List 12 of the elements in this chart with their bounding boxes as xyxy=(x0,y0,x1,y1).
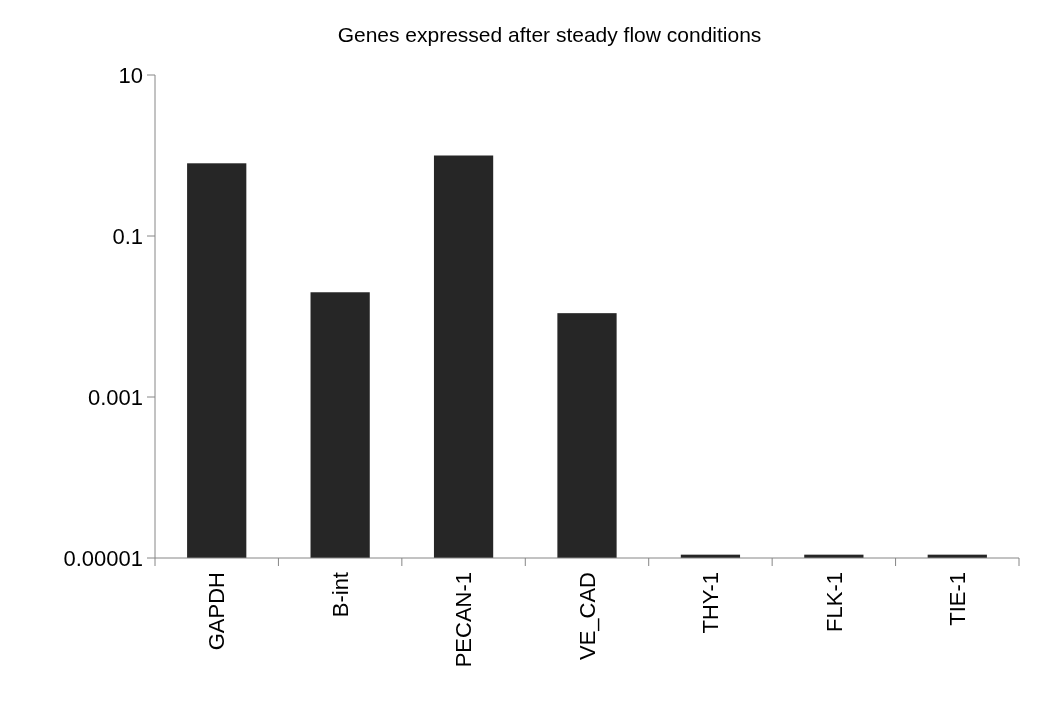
x-tick-label: B-int xyxy=(327,572,353,618)
x-tick-label: VE_CAD xyxy=(574,572,600,661)
x-tick-label: TIE-1 xyxy=(944,572,970,626)
x-tick-label: THY-1 xyxy=(698,572,724,634)
x-tick-label: FLK-1 xyxy=(821,572,847,632)
x-tick-label: PECAN-1 xyxy=(451,572,477,668)
y-tick-label: 10 xyxy=(118,62,143,88)
y-tick-label: 0.1 xyxy=(112,223,143,249)
x-tick-label: GAPDH xyxy=(204,572,230,651)
y-tick-label: 0.001 xyxy=(87,384,143,410)
y-tick-label: 0.00001 xyxy=(63,545,143,571)
chart-title: Genes expressed after steady flow conditions xyxy=(337,23,762,46)
